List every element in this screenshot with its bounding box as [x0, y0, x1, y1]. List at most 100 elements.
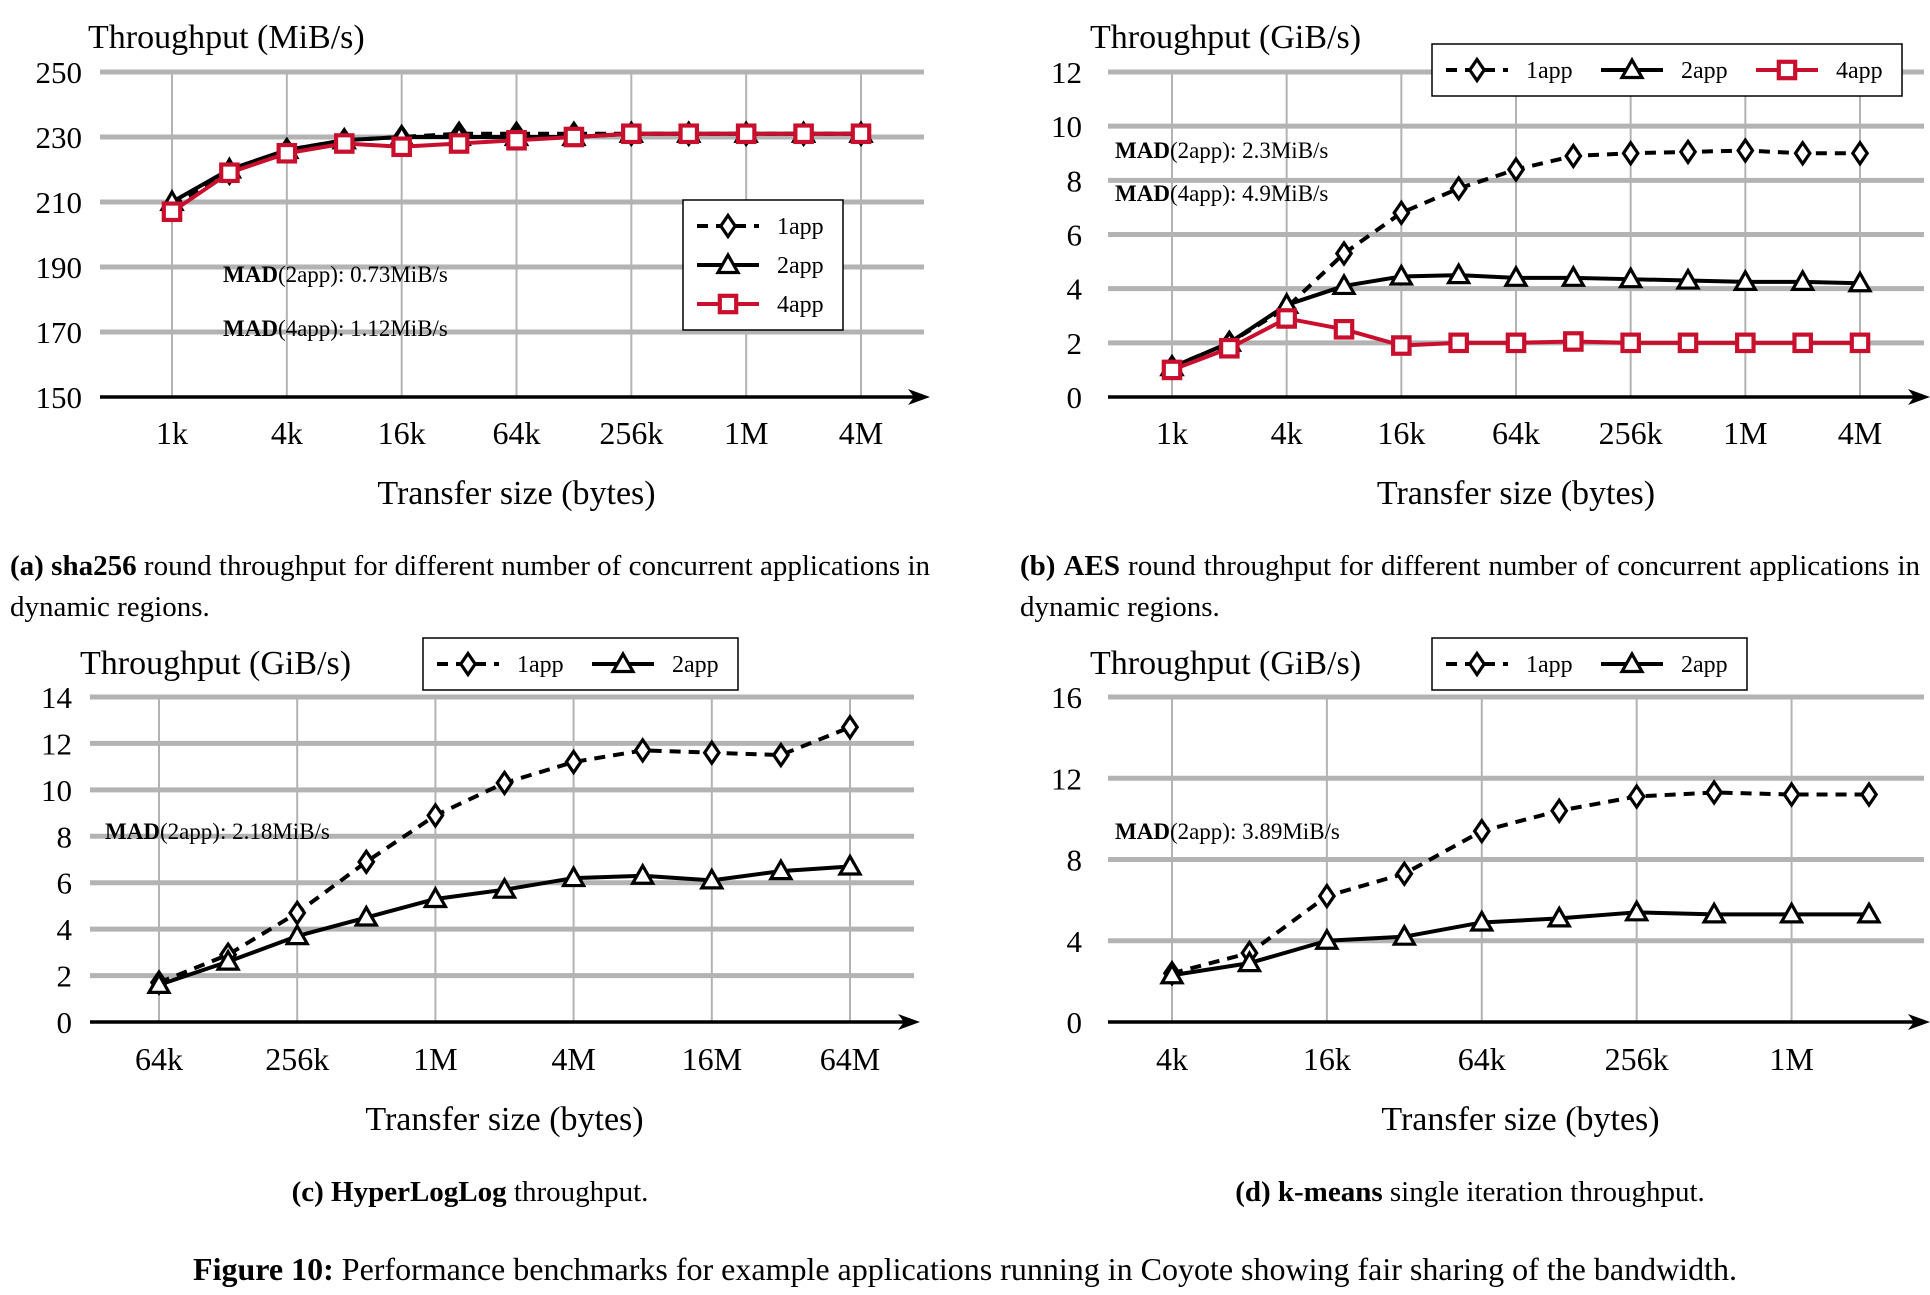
- chart-panel-b: 0 2 4 6 8 10 12 1k 4k 16k 64k 256k 1M 4M Throughput (G…: [1051, 19, 1930, 512]
- x-tick-label: 16k: [1377, 415, 1425, 451]
- caption-d-name: k-means: [1277, 1176, 1383, 1208]
- legend-box: [1431, 43, 1903, 97]
- x-tick-label: 16k: [378, 415, 426, 451]
- data-point-1app: [1449, 175, 1468, 202]
- y-tick-label: 4: [1067, 272, 1083, 307]
- legend: 1app 2app: [422, 637, 739, 691]
- legend-marker-2app: [1619, 650, 1645, 674]
- x-tick-label: 4M: [551, 1041, 595, 1077]
- data-point-1app: [1317, 882, 1337, 910]
- data-point-4app: [1505, 332, 1527, 354]
- data-point-1app: [1392, 199, 1411, 227]
- data-point-2app: [699, 867, 725, 890]
- legend-marker-1app: [458, 650, 478, 678]
- y-axis-label: Throughput (GiB/s): [1090, 645, 1361, 682]
- data-point-1app: [702, 739, 721, 767]
- data-point-2app: [1847, 270, 1873, 293]
- legend-label-2app: 2app: [1681, 652, 1728, 678]
- data-point-4app: [1735, 332, 1756, 354]
- caption-d: (d) k-means single iteration throughput.: [1020, 1172, 1920, 1213]
- x-tick-label: 256k: [599, 415, 663, 451]
- x-tick-label: 64k: [493, 415, 541, 451]
- y-tick-label: 10: [1051, 109, 1082, 144]
- y-tick-label: 6: [1067, 218, 1083, 253]
- y-tick-label: 250: [36, 55, 83, 90]
- y-tick-label: 16: [1051, 680, 1082, 715]
- y-tick-label: 2: [57, 959, 73, 994]
- data-point-2app: [146, 971, 172, 994]
- data-point-1app: [1621, 139, 1640, 167]
- legend-label-1app: 1app: [777, 214, 824, 240]
- data-point-1app: [426, 802, 445, 829]
- mad-annotation-text: (4app): 1.12MiB/s: [278, 316, 448, 341]
- data-point-1app: [495, 769, 514, 797]
- data-point-4app: [678, 123, 700, 145]
- x-tick-label: 4M: [839, 415, 883, 451]
- x-tick-label: 1M: [1723, 415, 1767, 451]
- x-tick-label: 1M: [724, 415, 768, 451]
- series-line-1app: [1171, 790, 1869, 976]
- legend-label-2app: 2app: [1681, 58, 1728, 84]
- data-point-2app: [1789, 268, 1816, 291]
- legend-marker-2app: [715, 251, 741, 275]
- data-point-2app: [1469, 909, 1495, 932]
- data-point-2app: [1236, 949, 1263, 973]
- y-tick-label: 12: [1051, 55, 1082, 90]
- data-point-1app: [1395, 860, 1414, 888]
- x-axis-arrow: [1908, 1014, 1930, 1030]
- data-point-1app: [1704, 779, 1724, 806]
- data-point-4app: [276, 142, 298, 164]
- legend: 1app 2app: [1431, 637, 1748, 691]
- y-tick-label: 210: [36, 185, 83, 220]
- y-tick-label: 6: [57, 866, 73, 901]
- data-point-2app: [1701, 901, 1727, 924]
- y-axis-label: Throughput (GiB/s): [1090, 19, 1361, 56]
- mad-annotation: MAD(4app): 4.9MiB/s: [1115, 181, 1328, 206]
- data-point-2app: [1331, 272, 1357, 296]
- data-point-2app: [1617, 265, 1644, 289]
- data-point-2app: [1675, 267, 1701, 290]
- legend-label-1app: 1app: [517, 652, 564, 678]
- mad-annotation-text: (4app): 4.9MiB/s: [1170, 181, 1328, 206]
- y-tick-label: 8: [57, 819, 73, 854]
- mad-annotation: MAD(2app): 2.3MiB/s: [1115, 138, 1328, 163]
- data-point-2app: [284, 922, 310, 946]
- x-tick-label: 64k: [1458, 1041, 1506, 1077]
- data-point-4app: [1219, 337, 1240, 359]
- x-tick-label: 4k: [1156, 1041, 1188, 1077]
- data-point-4app: [391, 136, 412, 158]
- y-tick-label: 0: [1067, 1005, 1083, 1040]
- data-point-4app: [1161, 359, 1183, 381]
- y-axis-label: Throughput (MiB/s): [88, 19, 365, 56]
- data-point-4app: [1448, 332, 1469, 354]
- caption-a: (a) sha256 round throughput for differen…: [10, 546, 930, 628]
- data-point-1app: [633, 737, 652, 764]
- data-point-2app: [422, 885, 449, 909]
- data-point-4app: [448, 133, 470, 154]
- x-axis-label: Transfer size (bytes): [365, 1101, 643, 1138]
- x-tick-label: 256k: [1599, 415, 1663, 451]
- y-tick-label: 190: [36, 250, 83, 285]
- caption-b-text: round throughput for different number of…: [1020, 550, 1921, 623]
- chart-panel-a: 150 170 190 210 230 250 1k 4k 16k 64k 256k 1M 4M Thro…: [36, 19, 930, 512]
- legend: 1app 2app 4app: [682, 199, 844, 331]
- legend-marker-1app: [718, 212, 738, 240]
- caption-c-text: throughput.: [513, 1176, 649, 1208]
- mad-annotation-bold: MAD: [1115, 138, 1170, 163]
- data-point-1app: [1506, 156, 1526, 183]
- caption-b-name: AES: [1063, 550, 1120, 582]
- data-point-1app: [1550, 797, 1569, 825]
- y-tick-label: 4: [57, 912, 73, 947]
- legend: 1app 2app 4app: [1431, 43, 1903, 97]
- legend-marker-2app: [1619, 56, 1645, 80]
- data-point-2app: [1159, 962, 1185, 985]
- legend-marker-2app: [610, 650, 636, 674]
- legend-label-2app: 2app: [777, 253, 824, 279]
- data-point-4app: [621, 123, 642, 145]
- data-point-1app: [1564, 142, 1583, 170]
- mad-annotation-bold: MAD: [1115, 181, 1170, 206]
- x-tick-label: 16M: [682, 1041, 742, 1077]
- x-axis-label: Transfer size (bytes): [1381, 1101, 1659, 1138]
- figure-caption: Figure 10: Performance benchmarks for ex…: [0, 1251, 1930, 1288]
